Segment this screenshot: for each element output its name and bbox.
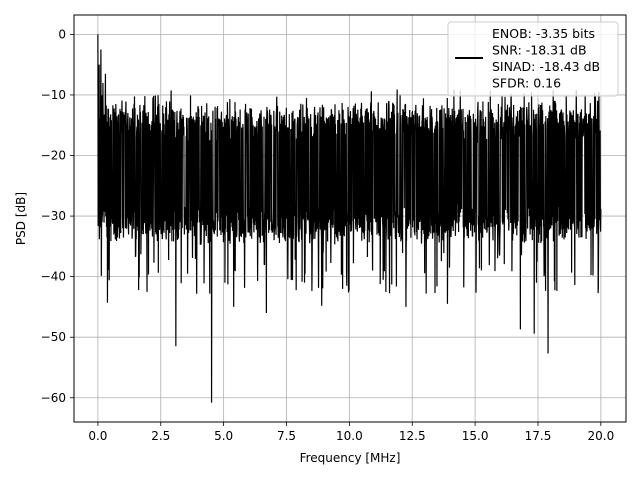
x-tick-label: 10.0 xyxy=(336,429,363,443)
y-axis-label: PSD [dB] xyxy=(14,192,28,245)
y-tick-label: −10 xyxy=(41,88,66,102)
psd-series-line xyxy=(97,34,602,403)
legend-entry-enob: ENOB: -3.35 bits xyxy=(492,26,595,41)
y-tick-label: −40 xyxy=(41,270,66,284)
x-tick-label: 12.5 xyxy=(399,429,426,443)
x-tick-label: 17.5 xyxy=(525,429,552,443)
y-tick-label: −50 xyxy=(41,330,66,344)
plot-area xyxy=(97,34,602,403)
legend-entry-sinad: SINAD: -18.43 dB xyxy=(492,59,600,74)
x-tick-label: 7.5 xyxy=(277,429,296,443)
x-tick-label: 5.0 xyxy=(214,429,233,443)
legend-box xyxy=(447,21,619,97)
y-axis-ticks: 0 −10 −20 −30 −40 −50 −60 xyxy=(41,27,74,405)
legend-entry-snr: SNR: -18.31 dB xyxy=(492,43,587,58)
x-axis-label: Frequency [MHz] xyxy=(300,451,401,465)
y-tick-label: −60 xyxy=(41,391,66,405)
legend-entry-sfdr: SFDR: 0.16 xyxy=(492,76,561,91)
y-tick-label: −20 xyxy=(41,149,66,163)
x-tick-label: 15.0 xyxy=(462,429,489,443)
x-tick-label: 2.5 xyxy=(151,429,170,443)
legend: ENOB: -3.35 bits SNR: -18.31 dB SINAD: -… xyxy=(447,21,619,97)
x-tick-label: 0.0 xyxy=(88,429,107,443)
axes-frame xyxy=(73,14,627,423)
x-tick-label: 20.0 xyxy=(587,429,614,443)
y-tick-label: 0 xyxy=(58,27,66,41)
x-axis-ticks: 0.0 2.5 5.0 7.5 10.0 12.5 15.0 17.5 20.0 xyxy=(88,422,614,443)
y-tick-label: −30 xyxy=(41,209,66,223)
